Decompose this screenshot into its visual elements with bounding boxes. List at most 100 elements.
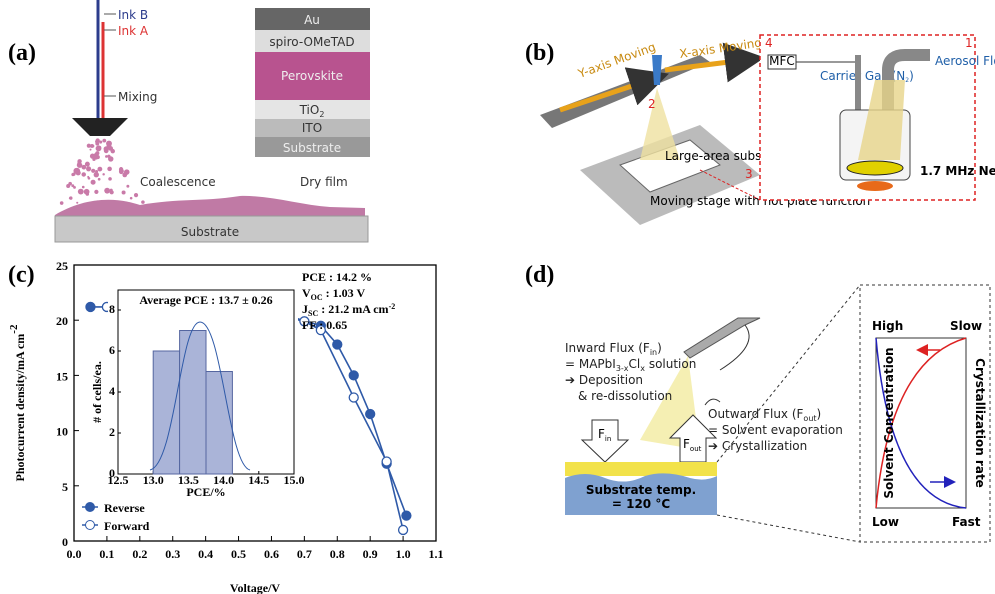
droplet (82, 186, 85, 189)
low-label: Low (872, 515, 899, 529)
text-part: ) (909, 69, 914, 83)
text-part: PCE : 14.2 % (302, 270, 372, 284)
inset-x-tick-label: 13.0 (143, 473, 164, 487)
data-point (402, 511, 411, 520)
temp: = 120 °C (612, 497, 670, 511)
layer-label: Substrate (283, 141, 341, 155)
subscript: 3-x (616, 364, 629, 373)
droplet (104, 188, 110, 194)
droplet (87, 176, 89, 178)
droplet (124, 169, 130, 175)
redissolution: & re-dissolution (578, 389, 672, 403)
text-part: Cl (629, 357, 641, 371)
layer-label: ITO (302, 121, 322, 135)
droplet (134, 193, 138, 197)
mfc-label: MFC (769, 54, 795, 68)
x-tick-label: 0.4 (198, 547, 213, 561)
droplet (98, 146, 102, 150)
data-point (86, 302, 95, 311)
inward-label: Inward Flux (Fin) (565, 341, 662, 357)
droplet (91, 180, 96, 185)
mixing-label: Mixing (118, 90, 157, 104)
inset-y-tick-label: 0 (109, 466, 115, 480)
y-tick-label: 20 (56, 314, 68, 328)
annotation: JSC : 21.2 mA cm-2 (302, 302, 395, 318)
nebulizer (857, 181, 893, 191)
y-axis-label: Photocurrent density/mA cm-2 (8, 324, 27, 481)
outward-label: Outward Flux (Fout) (708, 407, 821, 423)
legend-marker (86, 521, 95, 530)
text-part: ) (817, 407, 822, 421)
y-tick-label: 5 (62, 480, 68, 494)
text-part: solution (645, 357, 696, 371)
panel-label: (c) (8, 262, 35, 288)
droplet (95, 170, 98, 173)
data-point (349, 371, 358, 380)
subscript: 2 (319, 110, 324, 119)
text-part: V (302, 286, 311, 300)
x-tick-label: 0.7 (297, 547, 312, 561)
droplet (69, 196, 72, 199)
x-tick-label: 0.5 (231, 547, 246, 561)
panel-label: (a) (8, 40, 36, 66)
histogram-bar (206, 372, 232, 475)
droplet (86, 166, 91, 171)
layer-label: spiro-OMeTAD (269, 35, 354, 49)
y-tick-label: 10 (56, 425, 68, 439)
legend-marker (86, 503, 95, 512)
legend-label: Forward (104, 519, 150, 533)
inset-x-label: PCE/% (186, 485, 225, 499)
droplet (84, 189, 90, 195)
cryst-rate: Crystallization rate (973, 358, 987, 488)
num: 4 (765, 36, 773, 50)
droplet (111, 149, 115, 153)
droplet (126, 185, 129, 188)
data-point (366, 410, 375, 419)
ink-a-label: Ink A (118, 24, 149, 38)
nozzle (72, 118, 128, 136)
text-part: ) (657, 341, 662, 355)
x-tick-label: 0.6 (264, 547, 279, 561)
y-axis-label: Y-axis Moving (575, 40, 657, 81)
droplet (119, 167, 123, 171)
droplet (81, 172, 86, 177)
droplet (73, 186, 76, 189)
inset-x-tick-label: 15.0 (284, 473, 305, 487)
droplet (78, 189, 84, 195)
inward-eq: = MAPbI3-xClx solution (565, 357, 696, 373)
layer-label: Au (304, 13, 320, 27)
droplet (68, 182, 72, 186)
subscript: in (650, 348, 657, 357)
droplet (122, 191, 126, 195)
droplet (104, 146, 109, 151)
inset-x-tick-label: 13.5 (178, 473, 199, 487)
droplet (91, 169, 95, 173)
histogram-bar (153, 351, 179, 474)
deposition: ➔ Deposition (565, 373, 643, 387)
text-part: TiO (299, 103, 320, 117)
x-tick-label: 1.0 (396, 547, 411, 561)
droplet (92, 158, 95, 161)
zoom-line (717, 515, 860, 542)
liquid (847, 161, 903, 175)
nebulizer-label: 1.7 MHz Nebulizer (920, 164, 995, 178)
text-part: FF : 0.65 (302, 318, 347, 332)
x-tick-label: 1.1 (429, 547, 444, 561)
leader (705, 399, 720, 405)
droplet (73, 168, 79, 174)
data-point (333, 340, 342, 349)
figure: (a) Ink B Ink A Mixing Substrate Coalesc… (0, 0, 995, 594)
solvent-conc: Solvent Concentration (882, 347, 896, 498)
subscript: out (690, 445, 702, 453)
droplet (141, 200, 145, 204)
panel-label: (b) (525, 40, 554, 66)
inset-y-label: # of cells/ea. (90, 361, 104, 423)
droplet (92, 145, 95, 148)
droplet (90, 149, 92, 151)
data-point (382, 457, 391, 466)
coalescence-label: Coalescence (140, 175, 216, 189)
aerosol-label: Aerosol Flow (935, 54, 995, 68)
dry-film-label: Dry film (300, 175, 348, 189)
evaporation: = Solvent evaporation (708, 423, 843, 437)
text-part: = MAPbI (565, 357, 616, 371)
